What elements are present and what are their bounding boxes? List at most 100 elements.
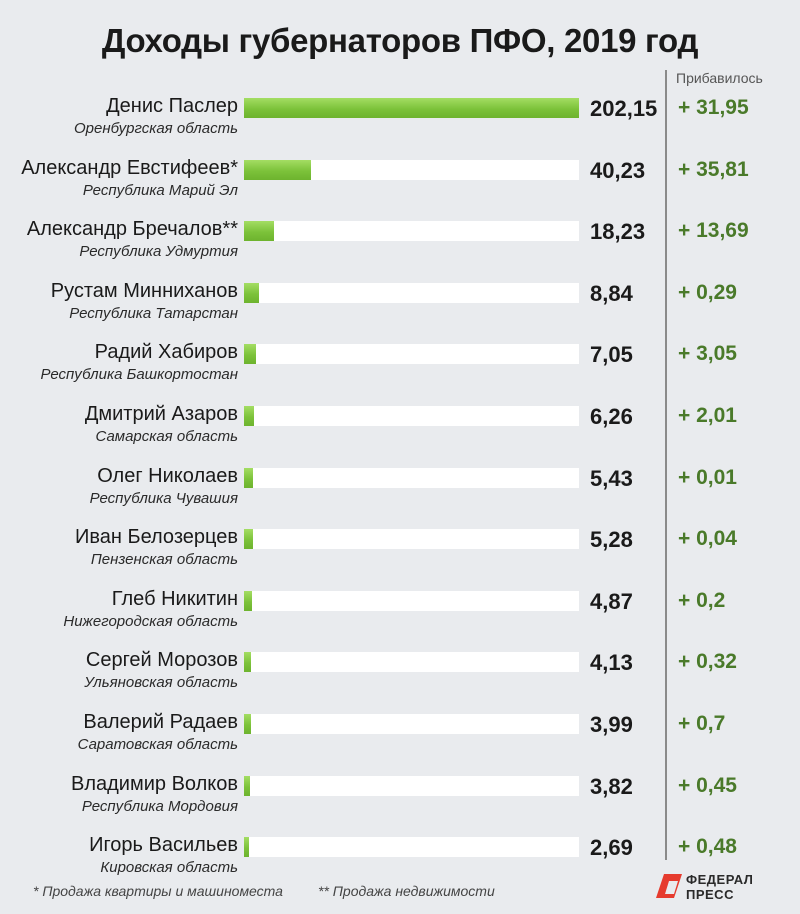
footnote-apartment-sale: * Продажа квартиры и машиноместа <box>33 883 283 899</box>
region-label: Республика Чувашия <box>89 489 238 507</box>
gain-value-label: + 35,81 <box>678 157 749 181</box>
chart-title: Доходы губернаторов ПФО, 2019 год <box>101 22 699 59</box>
governor-name: Владимир Волков <box>71 772 238 795</box>
bar-track <box>244 221 579 242</box>
chart-row: Александр Бречалов** Республика Удмуртия 1… <box>0 218 800 268</box>
gain-value-label: + 0,04 <box>678 527 737 551</box>
income-bar <box>244 775 251 796</box>
gain-value-label: + 2,01 <box>678 404 737 427</box>
income-bar <box>244 714 251 734</box>
chart-row: Сергей Морозов Ульяновская область 4,13 + 0… <box>0 649 800 699</box>
income-bar <box>244 467 253 488</box>
income-value-label: 4,87 <box>590 588 633 614</box>
income-bar <box>244 344 256 365</box>
region-label: Нижегородская область <box>63 612 238 630</box>
logo-text-line2: ПРЕСС <box>686 887 734 902</box>
gain-value-label: + 13,69 <box>678 219 749 243</box>
bar-track <box>244 714 579 734</box>
governor-name: Рустам Минниханов <box>50 279 238 302</box>
income-bar <box>244 652 251 673</box>
income-bar <box>244 529 253 550</box>
bar-track <box>244 590 579 611</box>
bar-track <box>244 837 579 858</box>
governor-name: Иван Белозерцев <box>74 526 238 549</box>
region-label: Республика Башкортостан <box>40 366 238 384</box>
chart-row: Олег Николаев Республика Чувашия 5,43 + 0,0… <box>0 465 800 515</box>
bar-track <box>244 98 579 118</box>
bar-track <box>244 159 579 180</box>
governor-name: Радий Хабиров <box>94 341 238 364</box>
income-value-label: 18,23 <box>590 219 646 245</box>
gain-value-label: + 0,2 <box>678 588 726 612</box>
income-value-label: 2,69 <box>590 835 633 861</box>
region-label: Ульяновская область <box>84 674 238 692</box>
income-value-label: 5,28 <box>590 527 633 553</box>
region-label: Оренбургская область <box>73 120 238 137</box>
income-bar <box>244 837 249 858</box>
income-bar <box>244 221 275 242</box>
income-value-label: 7,05 <box>590 342 633 368</box>
bar-track <box>244 344 579 365</box>
bar-track <box>244 529 579 550</box>
region-label: Республика Удмуртия <box>79 243 238 261</box>
column-divider <box>665 70 667 860</box>
chart-row: Валерий Радаев Саратовская область 3,99 + 0… <box>0 711 800 761</box>
region-label: Республика Мордовия <box>81 797 238 815</box>
logo-text-line1: ФЕДЕРАЛ <box>686 872 754 887</box>
income-value-label: 202,15 <box>590 96 658 121</box>
chart-row: Рустам Минниханов Республика Татарстан 8,8… <box>0 280 800 330</box>
governor-name: Александр Евстифеев* <box>21 156 238 179</box>
gain-value-label: + 0,7 <box>678 712 726 735</box>
chart-row: Денис Паслер Оренбургская область 202,15 + … <box>0 95 800 145</box>
region-label: Республика Татарстан <box>69 304 238 322</box>
governor-name: Сергей Морозов <box>85 649 238 672</box>
income-value-label: 6,26 <box>590 404 633 429</box>
gain-value-label: + 0,45 <box>678 773 737 797</box>
gain-column-header: Прибавилось <box>676 70 763 86</box>
chart-row: Радий Хабиров Республика Башкортостан 7,05… <box>0 341 800 391</box>
gain-value-label: + 0,29 <box>678 280 737 304</box>
gain-value-label: + 0,32 <box>678 650 737 674</box>
governor-name: Валерий Радаев <box>83 711 238 733</box>
gain-value-label: + 0,48 <box>678 835 737 859</box>
chart-row: Игорь Васильев Кировская область 2,69 + 0,4… <box>0 834 800 884</box>
income-value-label: 3,82 <box>590 773 633 799</box>
federalpress-logo: ФЕДЕРАЛ ПРЕСС <box>652 868 792 904</box>
income-bar <box>244 406 255 426</box>
chart-row: Дмитрий Азаров Самарская область 6,26 + 2,0… <box>0 403 800 453</box>
income-value-label: 4,13 <box>590 650 633 676</box>
region-label: Саратовская область <box>77 736 238 753</box>
income-bar <box>244 159 311 180</box>
governor-name: Дмитрий Азаров <box>84 403 238 425</box>
governor-name: Глеб Никитин <box>111 587 238 610</box>
governor-name: Игорь Васильев <box>89 834 238 857</box>
income-value-label: 8,84 <box>590 280 633 306</box>
region-label: Самарская область <box>95 428 238 445</box>
income-value-label: 5,43 <box>590 465 633 491</box>
chart-row: Иван Белозерцев Пензенская область 5,28 + 0… <box>0 526 800 576</box>
bar-track <box>244 775 579 796</box>
region-label: Пензенская область <box>90 551 238 569</box>
chart-row: Александр Евстифеев* Республика Марий Эл 4… <box>0 157 800 207</box>
income-value-label: 3,99 <box>590 712 633 737</box>
bar-track <box>244 406 579 426</box>
bar-track <box>244 652 579 673</box>
income-bar <box>244 98 579 118</box>
gain-value-label: + 3,05 <box>678 342 737 366</box>
governor-name: Денис Паслер <box>106 95 238 117</box>
footnote-property-sale: ** Продажа недвижимости <box>318 883 495 899</box>
governor-name: Александр Бречалов** <box>26 218 238 241</box>
bar-track <box>244 282 579 303</box>
federalpress-logo-icon <box>656 874 682 898</box>
income-bar <box>244 282 259 303</box>
governor-name: Олег Николаев <box>97 464 238 487</box>
income-bar <box>244 590 253 611</box>
bar-track <box>244 467 579 488</box>
gain-value-label: + 0,01 <box>678 465 737 489</box>
gain-value-label: + 31,95 <box>678 96 749 119</box>
region-label: Кировская область <box>100 859 238 877</box>
region-label: Республика Марий Эл <box>82 181 238 199</box>
income-value-label: 40,23 <box>590 157 646 183</box>
chart-row: Владимир Волков Республика Мордовия 3,82 + … <box>0 773 800 823</box>
